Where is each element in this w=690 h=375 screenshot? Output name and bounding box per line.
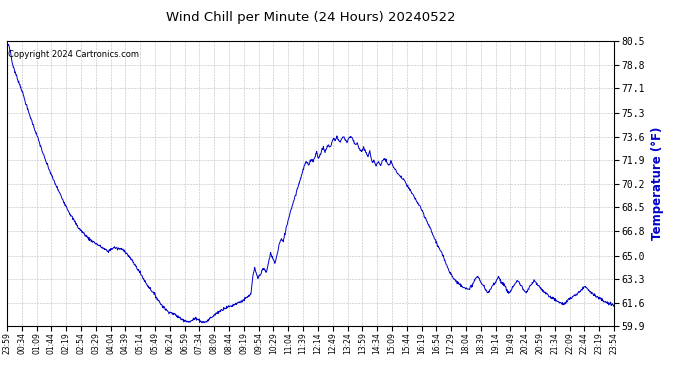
Text: Wind Chill per Minute (24 Hours) 20240522: Wind Chill per Minute (24 Hours) 2024052…	[166, 11, 455, 24]
Y-axis label: Temperature (°F): Temperature (°F)	[651, 127, 664, 240]
Text: Copyright 2024 Cartronics.com: Copyright 2024 Cartronics.com	[8, 50, 139, 59]
